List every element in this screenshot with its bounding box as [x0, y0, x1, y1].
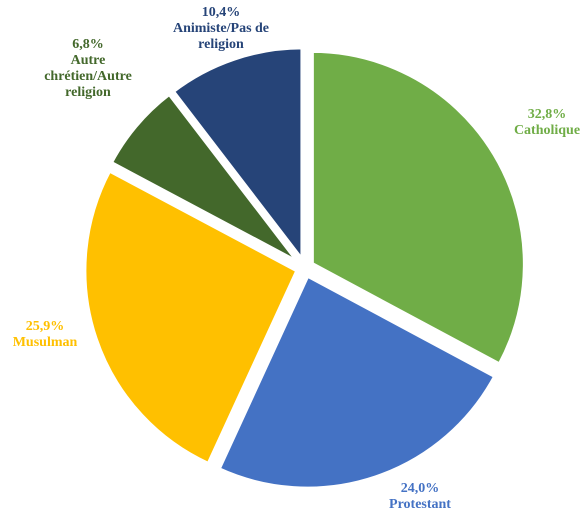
data-label-catholique: 32,8% Catholique	[514, 107, 580, 138]
data-label-category: Musulman	[13, 335, 78, 350]
labels-layer: 32,8% Catholique 24,0% Protestant 25,9% Musul…	[13, 5, 580, 512]
pie-slice-protestant	[215, 272, 498, 491]
data-label-category: Animiste/Pas de	[173, 21, 269, 36]
data-label-value: 10,4%	[202, 5, 241, 20]
pie-slice-autre-chretien-autre-religion	[108, 90, 301, 265]
data-label-protestant: 24,0% Protestant	[389, 481, 451, 512]
data-label-animiste-pas-de-religion: 10,4% Animiste/Pas de religion	[173, 5, 269, 52]
pie-slice-animiste-pas-de-religion	[170, 45, 305, 267]
data-label-value: 25,9%	[26, 319, 65, 334]
data-label-category: religion	[198, 37, 244, 52]
data-label-category: religion	[65, 85, 111, 100]
slices-layer	[82, 45, 527, 491]
data-label-value: 32,8%	[528, 107, 567, 122]
data-label-category: Autre	[71, 53, 106, 68]
data-label-category: Catholique	[514, 123, 580, 138]
data-label-category: Protestant	[389, 497, 451, 512]
data-label-autre-chretien-autre-religion: 6,8% Autre chrétien/Autre religion	[44, 37, 132, 100]
data-label-value: 6,8%	[72, 37, 104, 52]
pie-slice-catholique	[309, 48, 527, 368]
data-label-value: 24,0%	[401, 481, 440, 496]
data-label-category: chrétien/Autre	[44, 69, 132, 84]
pie-slice-musulman	[82, 167, 301, 467]
data-label-musulman: 25,9% Musulman	[13, 319, 78, 350]
